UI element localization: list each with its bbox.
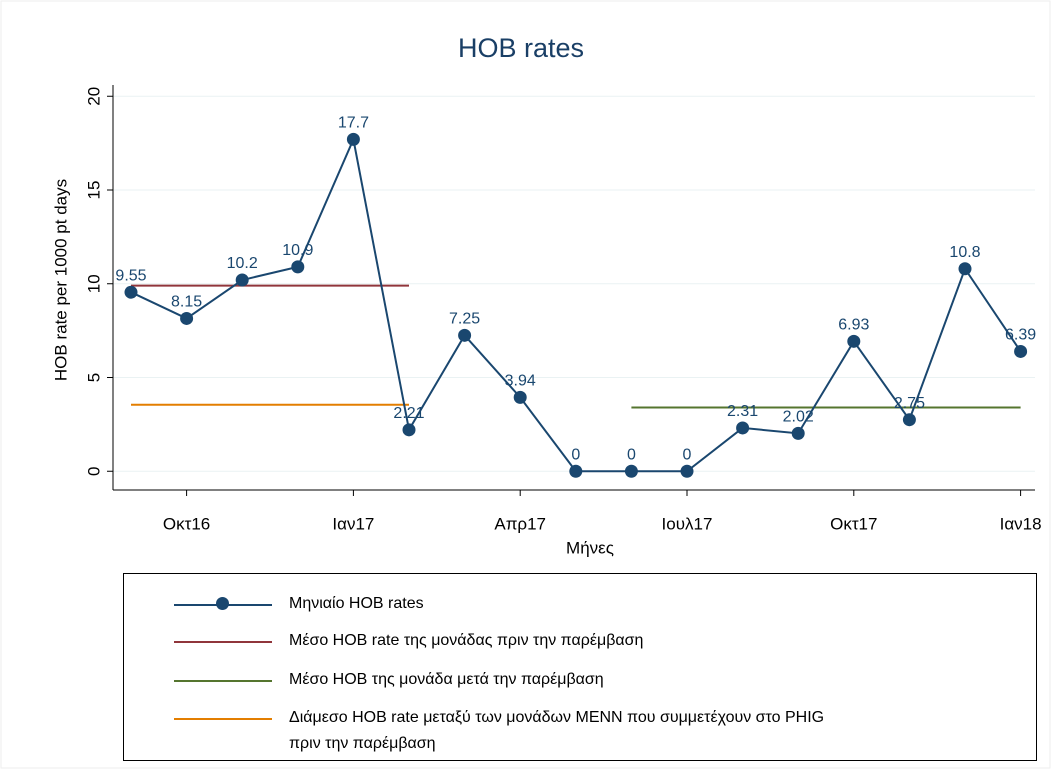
point <box>291 260 305 274</box>
y-axis-label: HOB rate per 1000 pt days <box>51 179 70 381</box>
y-tick-label: 20 <box>84 87 103 106</box>
point <box>847 334 861 348</box>
data-label: 2.31 <box>727 403 758 420</box>
data-label: 6.39 <box>1005 327 1036 344</box>
point <box>458 328 472 342</box>
y-tick-label: 10 <box>84 274 103 293</box>
data-label: 0 <box>683 446 692 463</box>
point <box>569 464 583 478</box>
x-tick-label: Ιαν18 <box>1000 514 1042 533</box>
data-label: 2.02 <box>783 409 814 426</box>
data-label: 2.21 <box>393 405 424 422</box>
legend-label: Μηνιαίο HOB rates <box>289 595 424 612</box>
data-label: 3.94 <box>505 373 536 390</box>
data-label: 17.7 <box>338 115 369 132</box>
data-label: 10.2 <box>227 255 258 272</box>
point <box>1014 344 1028 358</box>
data-label: 9.55 <box>115 267 146 284</box>
point <box>791 426 805 440</box>
legend-label: Μέσο HOB της μονάδα μετά την παρέμβαση <box>289 671 604 688</box>
legend-marker <box>216 597 229 610</box>
x-tick-label: Οκτ16 <box>163 514 210 533</box>
point <box>958 262 972 276</box>
point <box>180 311 194 325</box>
y-tick-label: 0 <box>84 467 103 476</box>
x-tick-label: Απρ17 <box>494 514 546 533</box>
point <box>680 464 694 478</box>
data-label: 7.25 <box>449 311 480 328</box>
point <box>346 132 360 146</box>
y-tick-label: 15 <box>84 181 103 200</box>
data-label: 8.15 <box>171 294 202 311</box>
y-tick-label: 5 <box>84 373 103 382</box>
legend-swatch <box>174 641 272 643</box>
point <box>902 413 916 427</box>
point <box>513 390 527 404</box>
data-label: 0 <box>571 446 580 463</box>
legend: Μηνιαίο HOB rates Μέσο HOB rate της μονάδ… <box>123 573 1037 761</box>
chart-title: HOB rates <box>458 33 584 63</box>
point <box>624 464 638 478</box>
data-label: 10.9 <box>282 242 313 259</box>
point <box>736 421 750 435</box>
legend-label: Διάμεσο HOB rate μεταξύ των μονάδων MENN… <box>289 709 825 752</box>
x-tick-label: Ιουλ17 <box>662 514 713 533</box>
legend-swatch <box>174 718 272 720</box>
legend-swatch <box>174 680 272 682</box>
point <box>124 285 138 299</box>
data-label: 6.93 <box>838 317 869 334</box>
x-tick-label: Οκτ17 <box>830 514 877 533</box>
x-tick-label: Ιαν17 <box>332 514 374 533</box>
data-label: 0 <box>627 446 636 463</box>
data-label: 10.8 <box>949 244 980 261</box>
point <box>235 273 249 287</box>
point <box>402 423 416 437</box>
data-label: 2.75 <box>894 395 925 412</box>
x-axis-label: Μήνες <box>566 538 614 557</box>
legend-label: Μέσο HOB rate της μονάδας πριν την παρέμ… <box>289 632 644 649</box>
